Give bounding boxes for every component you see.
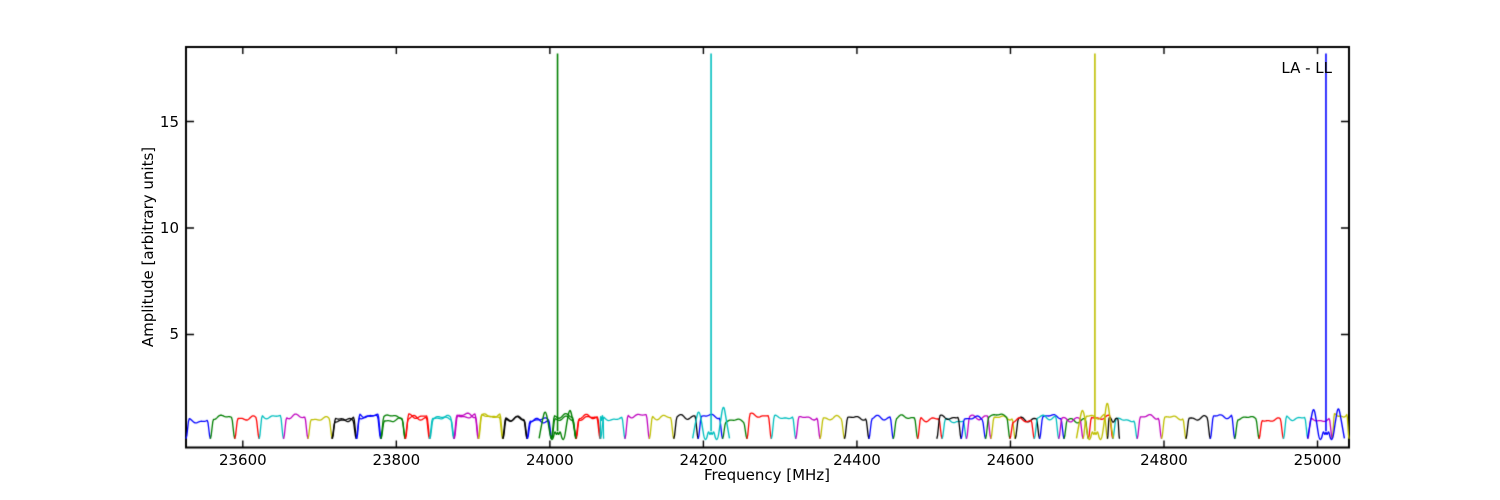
x-axis-label: Frequency [MHz]	[703, 466, 831, 484]
x-tick-label: 23800	[372, 451, 421, 469]
y-tick-label: 15	[159, 112, 179, 131]
x-tick-label: 24200	[679, 451, 728, 469]
y-tick-label: 5	[169, 325, 179, 344]
x-tick-label: 24400	[833, 451, 881, 469]
y-axis-label: Amplitude [arbitrary units]	[139, 146, 157, 348]
x-tick-label: 24000	[526, 451, 574, 469]
x-tick-label: 24600	[986, 451, 1035, 469]
x-tick-label: 24800	[1140, 451, 1188, 469]
x-tick-label: 23600	[218, 451, 267, 469]
y-tick-label: 10	[159, 218, 179, 237]
corner-label: LA - LL	[1281, 59, 1332, 77]
x-tick-label: 25000	[1293, 451, 1342, 469]
